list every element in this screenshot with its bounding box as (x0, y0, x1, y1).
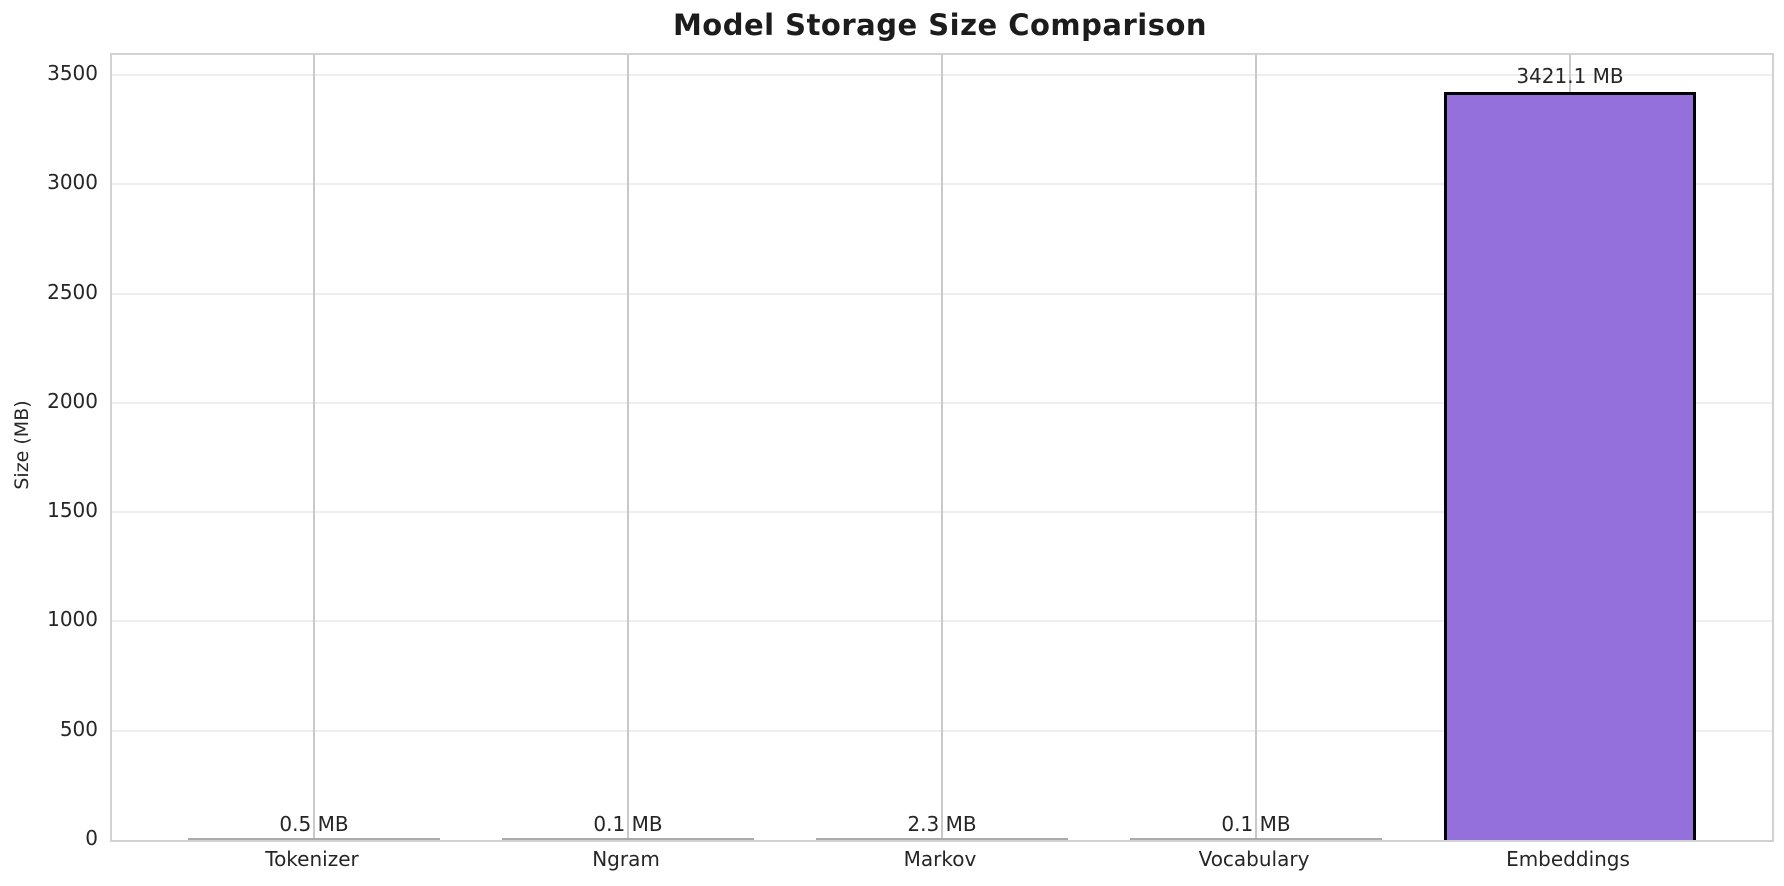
y-tick-label-1500: 1500 (47, 498, 98, 523)
bar-ngram (502, 838, 754, 840)
bar-embeddings (1444, 92, 1696, 840)
y-tick-label-3000: 3000 (47, 170, 98, 195)
bar-vocabulary (1130, 838, 1382, 840)
x-tick-label-vocabulary: Vocabulary (1198, 847, 1310, 871)
y-tick-label-3500: 3500 (47, 61, 98, 86)
x-tick-label-embeddings: Embeddings (1506, 847, 1630, 871)
y-tick-label-2000: 2000 (47, 388, 98, 413)
y-tick-label-1000: 1000 (47, 607, 98, 632)
bar-value-label-vocabulary: 0.1 MB (1221, 811, 1291, 836)
v-gridline-tokenizer (313, 55, 315, 840)
bar-value-label-tokenizer: 0.5 MB (279, 811, 349, 836)
plot-area: 0.5 MB 0.1 MB 2.3 MB 0.1 MB 3421.1 MB (110, 53, 1774, 842)
x-tick-label-markov: Markov (903, 847, 977, 871)
bar-value-label-ngram: 0.1 MB (593, 811, 663, 836)
bar-value-label-markov: 2.3 MB (907, 811, 977, 836)
x-tick-label-tokenizer: Tokenizer (265, 847, 359, 871)
bar-tokenizer (188, 838, 440, 840)
x-tick-label-ngram: Ngram (592, 847, 660, 871)
v-gridline-vocabulary (1255, 55, 1257, 840)
v-gridline-ngram (627, 55, 629, 840)
bar-markov (816, 838, 1068, 840)
y-tick-label-2500: 2500 (47, 279, 98, 304)
v-gridline-markov (941, 55, 943, 840)
y-tick-label-500: 500 (59, 716, 98, 741)
y-tick-label-0: 0 (85, 826, 98, 850)
bar-value-label-embeddings: 3421.1 MB (1516, 64, 1624, 89)
chart-title: Model Storage Size Comparison (672, 8, 1208, 42)
